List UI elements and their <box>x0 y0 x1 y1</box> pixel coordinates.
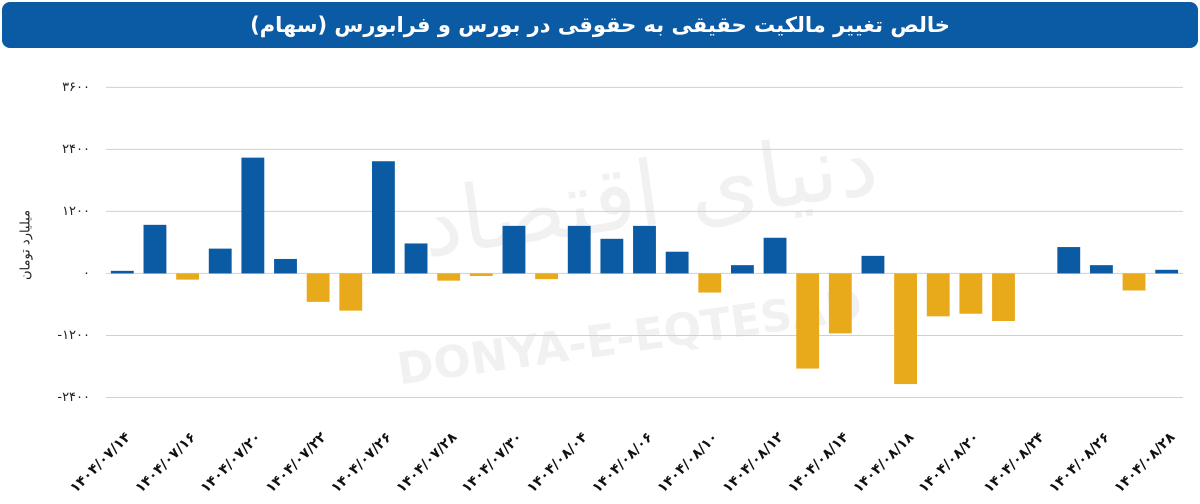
x-tick-label: ۱۴۰۴/۰۸/۱۸ <box>850 429 917 496</box>
y-tick-label: -۱۲۰۰ <box>57 328 90 343</box>
x-tick-label: ۱۴۰۴/۰۷/۳۰ <box>459 429 526 496</box>
x-tick-label: ۱۴۰۴/۰۷/۲۰ <box>198 429 265 496</box>
y-tick-label: ۲۴۰۰ <box>62 142 90 157</box>
x-tick-label: ۱۴۰۴/۰۸/۲۸ <box>1111 429 1178 496</box>
bar <box>698 273 722 293</box>
title-bar <box>2 2 1198 48</box>
bar <box>959 273 983 314</box>
x-tick-label: ۱۴۰۴/۰۸/۲۰ <box>916 429 983 496</box>
y-tick-label: ۰ <box>83 266 90 281</box>
bar <box>274 258 297 274</box>
x-tick-label: ۱۴۰۴/۰۷/۱۴ <box>67 429 134 496</box>
bar <box>1089 265 1113 274</box>
bar <box>306 273 330 302</box>
x-tick-label: ۱۴۰۴/۰۸/۱۲ <box>720 429 787 496</box>
y-axis-label: میلیارد تومان <box>19 210 34 280</box>
bar <box>1155 269 1179 274</box>
bar <box>665 251 689 274</box>
bar <box>143 224 167 274</box>
bar <box>502 225 526 274</box>
bar <box>241 157 265 274</box>
bar <box>600 238 624 274</box>
x-tick-label: ۱۴۰۴/۰۸/۲۶ <box>1046 429 1113 496</box>
bar <box>730 265 754 274</box>
bar <box>894 273 918 385</box>
bar <box>1057 247 1081 274</box>
bar <box>926 273 950 317</box>
bar <box>437 273 461 281</box>
bar <box>176 273 200 280</box>
bar <box>469 273 493 277</box>
bar <box>992 273 1015 321</box>
bar <box>567 225 591 274</box>
x-tick-label: ۱۴۰۴/۰۷/۲۲ <box>263 429 330 496</box>
bar <box>828 273 852 334</box>
bar <box>208 248 232 274</box>
x-tick-label: ۱۴۰۴/۰۸/۰۶ <box>589 429 656 496</box>
x-tick-label: ۱۴۰۴/۰۸/۲۴ <box>981 429 1048 496</box>
chart-title: خالص تغییر مالکیت حقیقی به حقوقی در بورس… <box>250 13 950 37</box>
bar <box>633 225 656 274</box>
bar <box>371 161 395 274</box>
x-tick-label: ۱۴۰۴/۰۷/۱۶ <box>132 429 199 496</box>
x-tick-label: ۱۴۰۴/۰۷/۲۶ <box>328 429 395 496</box>
bar <box>763 237 787 274</box>
bar <box>404 243 428 274</box>
x-tick-label: ۱۴۰۴/۰۸/۱۰ <box>655 429 722 496</box>
y-tick-label: ۱۲۰۰ <box>62 204 90 219</box>
x-tick-label: ۱۴۰۴/۰۷/۲۸ <box>393 429 460 496</box>
bar <box>535 273 559 280</box>
x-tick-label: ۱۴۰۴/۰۸/۱۴ <box>785 429 852 496</box>
x-tick-label: ۱۴۰۴/۰۸/۰۴ <box>524 429 591 496</box>
y-tick-label: -۲۴۰۰ <box>57 390 90 405</box>
watermark: DONYA-E-EQTESAD <box>394 280 865 396</box>
y-tick-label: ۳۶۰۰ <box>62 80 90 95</box>
bar <box>110 270 134 274</box>
bar <box>339 273 363 311</box>
bar <box>796 273 820 369</box>
bar <box>861 255 885 274</box>
bar <box>1122 273 1146 291</box>
